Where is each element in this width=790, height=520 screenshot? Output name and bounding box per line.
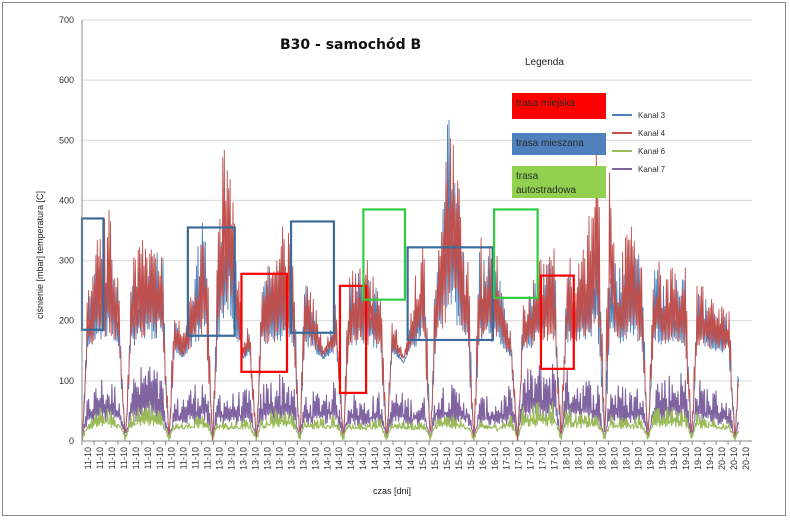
x-tick-label: 20-10 — [729, 447, 739, 470]
x-tick-labels: 11-10 11-10 11-10 11-10 11-10 11-10 11-10 11-10… — [83, 447, 751, 470]
x-tick-label: 15-10 — [442, 447, 452, 470]
x-tick-label: 18-10 — [597, 447, 607, 470]
x-tick-label: 11-10 — [119, 447, 129, 469]
x-tick-label: 15-10 — [418, 447, 428, 470]
x-tick-label: 20-10 — [741, 447, 751, 470]
x-tick-label: 15-10 — [454, 447, 464, 470]
route-box-mieszana — [186, 226, 236, 337]
x-tick-label: 11-10 — [107, 447, 117, 469]
series-line-kanał-7 — [81, 363, 740, 442]
x-tick-label: 18-10 — [562, 447, 572, 470]
x-tick-label: 11-10 — [179, 447, 189, 469]
x-tick-label: 14-10 — [346, 447, 356, 470]
route-legend-label: trasa mieszana — [516, 138, 584, 149]
x-tick-label: 16-10 — [490, 447, 500, 470]
x-tick-label: 14-10 — [370, 447, 380, 470]
x-tick-label: 19-10 — [705, 447, 715, 470]
y-tick-label: 0 — [69, 436, 74, 446]
x-tick-label: 17-10 — [502, 447, 512, 470]
x-tick-label: 17-10 — [514, 447, 524, 470]
y-tick-label: 300 — [59, 256, 74, 266]
x-tick-label: 18-10 — [609, 447, 619, 470]
y-tick-label: 100 — [59, 376, 74, 386]
x-tick-label: 13-10 — [250, 447, 260, 470]
series-legend: Kanał 3 Kanał 4 Kanał 6 Kanał 7 — [612, 111, 666, 174]
legend-entry: Kanał 3 — [638, 111, 666, 120]
x-tick-label: 19-10 — [669, 447, 679, 470]
legend-entry: Kanał 7 — [638, 165, 666, 174]
route-legend-swatch — [512, 133, 606, 155]
route-legend-label: trasa autostradowa — [516, 171, 576, 196]
series-line-kanał-3 — [81, 119, 740, 441]
x-tick-label: 18-10 — [621, 447, 631, 470]
series-line-kanał-6 — [81, 400, 740, 442]
route-legend-swatch — [512, 93, 606, 119]
x-tick-label: 19-10 — [633, 447, 643, 470]
x-tick-label: 16-10 — [478, 447, 488, 470]
x-tick-label: 18-10 — [585, 447, 595, 470]
route-box-mieszana — [289, 220, 336, 334]
x-tick-label: 15-10 — [430, 447, 440, 470]
x-tick-label: 11-10 — [95, 447, 105, 469]
x-tick-label: 13-10 — [310, 447, 320, 470]
legend-title: Legenda — [525, 57, 564, 68]
y-tick-label: 400 — [59, 195, 74, 205]
x-tick-label: 15-10 — [466, 447, 476, 470]
x-tick-label: 19-10 — [681, 447, 691, 470]
x-tick-label: 17-10 — [538, 447, 548, 470]
y-tick-labels: 0 100 200 300 400 500 600 700 — [59, 15, 74, 446]
x-tick-label: 14-10 — [382, 447, 392, 470]
y-tick-label: 200 — [59, 316, 74, 326]
route-box-miejska — [240, 272, 289, 373]
x-tick-label: 13-10 — [274, 447, 284, 470]
route-box-mieszana — [406, 246, 494, 342]
x-tick-label: 14-10 — [358, 447, 368, 470]
x-tick-label: 13-10 — [215, 447, 225, 470]
x-tick-label: 19-10 — [693, 447, 703, 470]
x-tick-label: 17-10 — [526, 447, 536, 470]
y-tick-label: 600 — [59, 75, 74, 85]
y-axis-label: ciśnienie [mbar] temperatura [C] — [35, 191, 45, 319]
x-tick-label: 13-10 — [227, 447, 237, 470]
legend-entry: Kanał 6 — [638, 147, 666, 156]
route-legend-label: trasa miejska — [516, 98, 575, 109]
x-tick-label: 13-10 — [298, 447, 308, 470]
route-box-autostradowa — [492, 208, 539, 299]
x-tick-label: 19-10 — [657, 447, 667, 470]
route-box-miejska — [338, 284, 368, 394]
x-tick-label: 13-10 — [286, 447, 296, 470]
y-tick-label: 700 — [59, 15, 74, 25]
x-tick-label: 18-10 — [574, 447, 584, 470]
x-axis-label: czas [dni] — [373, 486, 411, 496]
route-box-autostradowa — [362, 208, 407, 301]
series-line-kanał-4 — [81, 138, 740, 441]
x-tick-label: 11-10 — [131, 447, 141, 469]
route-legend: trasa miejska trasa mieszana trasa autostra… — [512, 93, 606, 198]
x-tick-label: 14-10 — [322, 447, 332, 470]
x-tick-label: 14-10 — [334, 447, 344, 470]
y-tick-label: 500 — [59, 135, 74, 145]
route-box-miejska — [539, 274, 575, 370]
x-tick-label: 11-10 — [191, 447, 201, 469]
x-tick-label: 11-10 — [203, 447, 213, 469]
x-tick-label: 13-10 — [239, 447, 249, 470]
x-tick-label: 13-10 — [262, 447, 272, 470]
x-tick-label: 11-10 — [83, 447, 93, 469]
x-tick-label: 20-10 — [717, 447, 727, 470]
x-tick-label: 17-10 — [550, 447, 560, 470]
chart-title: B30 - samochód B — [280, 37, 421, 53]
x-tick-label: 11-10 — [143, 447, 153, 469]
x-tick-label: 19-10 — [645, 447, 655, 470]
x-tick-label: 11-10 — [155, 447, 165, 469]
legend-entry: Kanał 4 — [638, 129, 666, 138]
x-tick-label: 11-10 — [167, 447, 177, 469]
route-legend-swatch — [512, 166, 606, 198]
x-tick-label: 14-10 — [394, 447, 404, 470]
x-tick-label: 14-10 — [406, 447, 416, 470]
axes-group — [81, 20, 752, 445]
